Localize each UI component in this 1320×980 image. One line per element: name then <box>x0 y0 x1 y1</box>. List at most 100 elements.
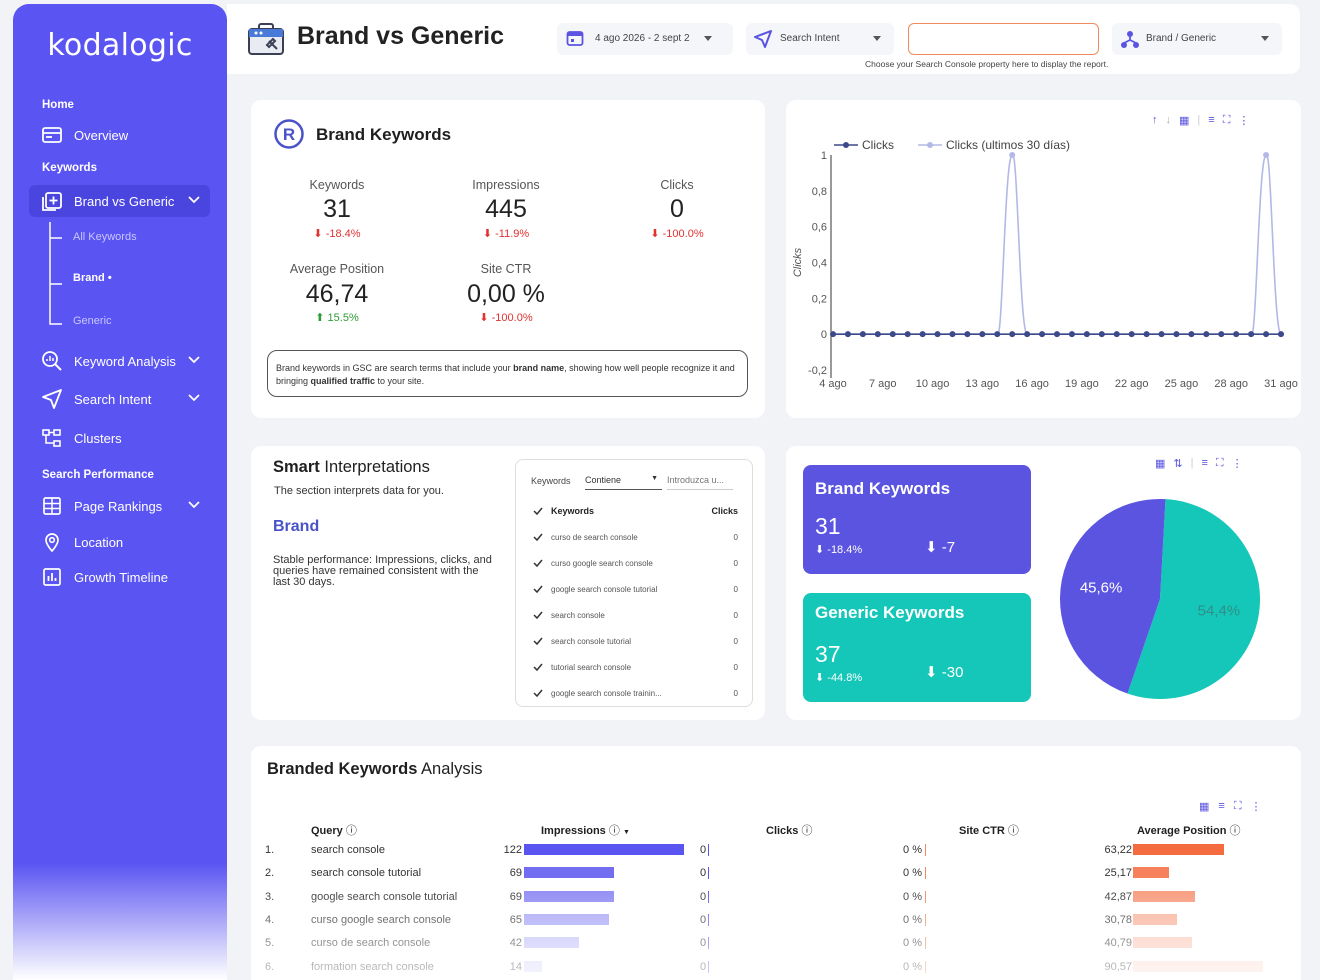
date-range-picker[interactable]: 4 ago 2026 - 2 sept 2 <box>557 23 733 55</box>
sidebar-item-clusters[interactable]: Clusters <box>29 422 210 454</box>
clicks-cell: 0 <box>733 558 738 568</box>
sidebar-item-brand[interactable]: Brand • <box>73 272 112 284</box>
fullscreen-icon[interactable]: ⛶ <box>1215 457 1224 469</box>
position-bar <box>1133 937 1192 949</box>
filter-table-row[interactable]: search console 0 <box>533 610 738 620</box>
ctr-bar <box>925 890 926 903</box>
brand-generic-dropdown[interactable]: Brand / Generic <box>1112 23 1282 55</box>
x-tick-label: 16 ago <box>1015 378 1049 390</box>
filter-icon[interactable]: ≡ <box>1218 800 1225 812</box>
ctr-value: 0 % <box>903 867 922 880</box>
clicks-value: 0 <box>700 913 707 926</box>
down-arrow-icon: ⬇ <box>650 228 660 240</box>
check-icon[interactable] <box>533 636 543 646</box>
table-row[interactable]: 6. formation search console 14 0 0 % 90,57 <box>262 960 1292 980</box>
sidebar-item-all-keywords[interactable]: All Keywords <box>73 231 137 243</box>
more-icon[interactable]: ⋮ <box>1238 115 1250 127</box>
sidebar-item-growth-timeline[interactable]: Growth Timeline <box>29 561 210 593</box>
check-icon[interactable] <box>533 584 543 594</box>
sidebar-item-generic[interactable]: Generic <box>73 315 112 327</box>
data-point <box>994 331 1001 338</box>
chevron-down-icon[interactable] <box>187 192 201 206</box>
sort-down-icon[interactable]: ↓ <box>1165 114 1172 126</box>
table-row[interactable]: 3. google search console tutorial 69 0 0 % 42… <box>262 890 1292 910</box>
check-icon[interactable] <box>533 688 543 698</box>
sort-az-icon[interactable]: ⇅ <box>1173 458 1183 470</box>
query-cell: curso de search console <box>311 937 431 950</box>
sidebar-item-keyword-analysis[interactable]: Keyword Analysis <box>29 345 210 377</box>
filter-operator-dropdown[interactable]: Contiene ▼ <box>585 470 662 490</box>
check-icon[interactable] <box>533 662 543 672</box>
filter-table-row[interactable]: curso de search console 0 <box>533 532 738 542</box>
down-arrow-icon: ⬇ <box>925 539 938 556</box>
filter-table-row[interactable]: tutorial search console 0 <box>533 662 738 672</box>
column-header-query[interactable]: Query ⓘ <box>311 822 357 838</box>
explore-icon[interactable]: ▦ <box>1155 458 1166 470</box>
sidebar-item-label: Keyword Analysis <box>74 353 176 369</box>
chevron-down-icon[interactable] <box>187 352 201 366</box>
filter-icon[interactable]: ≡ <box>1208 114 1215 126</box>
column-header-position[interactable]: Average Position ⓘ <box>1137 822 1241 838</box>
sidebar-item-overview[interactable]: Overview <box>29 119 210 151</box>
y-axis-label: Clicks <box>792 247 804 277</box>
filter-table-row[interactable]: curso google search console 0 <box>533 558 738 568</box>
more-icon[interactable]: ⋮ <box>1250 801 1262 813</box>
check-icon[interactable] <box>533 558 543 568</box>
pie-slice-brand[interactable] <box>1060 499 1166 694</box>
query-cell: formation search console <box>311 960 434 973</box>
sidebar-item-label: Search Intent <box>74 391 152 407</box>
sidebar-item-brand-vs-generic[interactable]: Brand vs Generic <box>29 185 210 217</box>
column-header-ctr[interactable]: Site CTR ⓘ <box>959 822 1019 838</box>
sidebar-item-location[interactable]: Location <box>29 526 210 558</box>
data-point <box>1068 331 1075 338</box>
kpi-delta: ⬆ 15.5% <box>267 311 407 324</box>
table-row[interactable]: 4. curso google search console 65 0 0 % 30,78 <box>262 913 1292 933</box>
filter-value-input[interactable] <box>667 470 733 490</box>
query-cell: google search console tutorial <box>311 890 458 903</box>
info-icon: ⓘ <box>801 825 813 837</box>
property-selector[interactable] <box>908 23 1099 55</box>
impressions-value: 122 <box>503 844 522 856</box>
chevron-down-icon[interactable] <box>187 497 201 511</box>
position-value: 25,17 <box>1104 867 1132 880</box>
fullscreen-icon[interactable]: ⛶ <box>1233 800 1242 812</box>
sidebar-item-page-rankings[interactable]: Page Rankings <box>29 490 210 522</box>
check-icon[interactable] <box>533 610 543 620</box>
summary-delta-pct: ⬇ -44.8% <box>815 671 862 684</box>
sidebar-item-search-intent[interactable]: Search Intent <box>29 383 210 415</box>
search-intent-value: Search Intent <box>780 33 840 44</box>
ctr-bar <box>925 913 926 926</box>
column-header-impressions[interactable]: Impressions ⓘ ▼ <box>541 822 630 838</box>
ctr-value: 0 % <box>903 913 922 926</box>
search-intent-dropdown[interactable]: Search Intent <box>746 23 894 55</box>
fullscreen-icon[interactable]: ⛶ <box>1222 114 1231 126</box>
chart-toolbar: ↑ ↓ ▦ | ≡ ⛶ ⋮ <box>1152 114 1249 127</box>
check-icon[interactable] <box>533 532 543 542</box>
row-number: 2. <box>265 867 275 880</box>
filter-table-row[interactable]: google search console tutorial 0 <box>533 584 738 594</box>
kpi-delta: ⬇ -100.0% <box>607 227 747 240</box>
filter-table-header: Keywords Clicks <box>533 506 738 516</box>
table-row[interactable]: 5. curso de search console 42 0 0 % 40,79 <box>262 936 1292 956</box>
chevron-down-icon[interactable] <box>187 390 201 404</box>
check-icon[interactable] <box>533 506 543 516</box>
filter-icon[interactable]: ≡ <box>1201 457 1208 469</box>
kpi-label: Clicks <box>660 178 694 192</box>
sort-up-icon[interactable]: ↑ <box>1152 114 1158 126</box>
table-row[interactable]: 1. search console 122 0 0 % 63,22 <box>262 843 1292 863</box>
explore-icon[interactable]: ▦ <box>1199 801 1210 813</box>
data-point <box>1009 331 1016 338</box>
filter-table-row[interactable]: search console tutorial 0 <box>533 636 738 646</box>
filter-table-row[interactable]: google search console trainin... 0 <box>533 688 738 698</box>
legend-label: Clicks (ultimos 30 días) <box>946 138 1070 152</box>
sidebar-item-label: Growth Timeline <box>74 569 168 585</box>
clicks-value: 0 <box>700 867 707 880</box>
pie-slice-generic[interactable] <box>1127 499 1260 699</box>
more-icon[interactable]: ⋮ <box>1231 458 1243 470</box>
clicks-value: 0 <box>700 960 707 973</box>
position-bar <box>1133 844 1224 855</box>
table-row[interactable]: 2. search console tutorial 69 0 0 % 25,17 <box>262 866 1292 886</box>
column-header-clicks[interactable]: Clicks ⓘ <box>766 822 812 838</box>
data-point <box>919 331 926 338</box>
explore-icon[interactable]: ▦ <box>1179 115 1190 127</box>
